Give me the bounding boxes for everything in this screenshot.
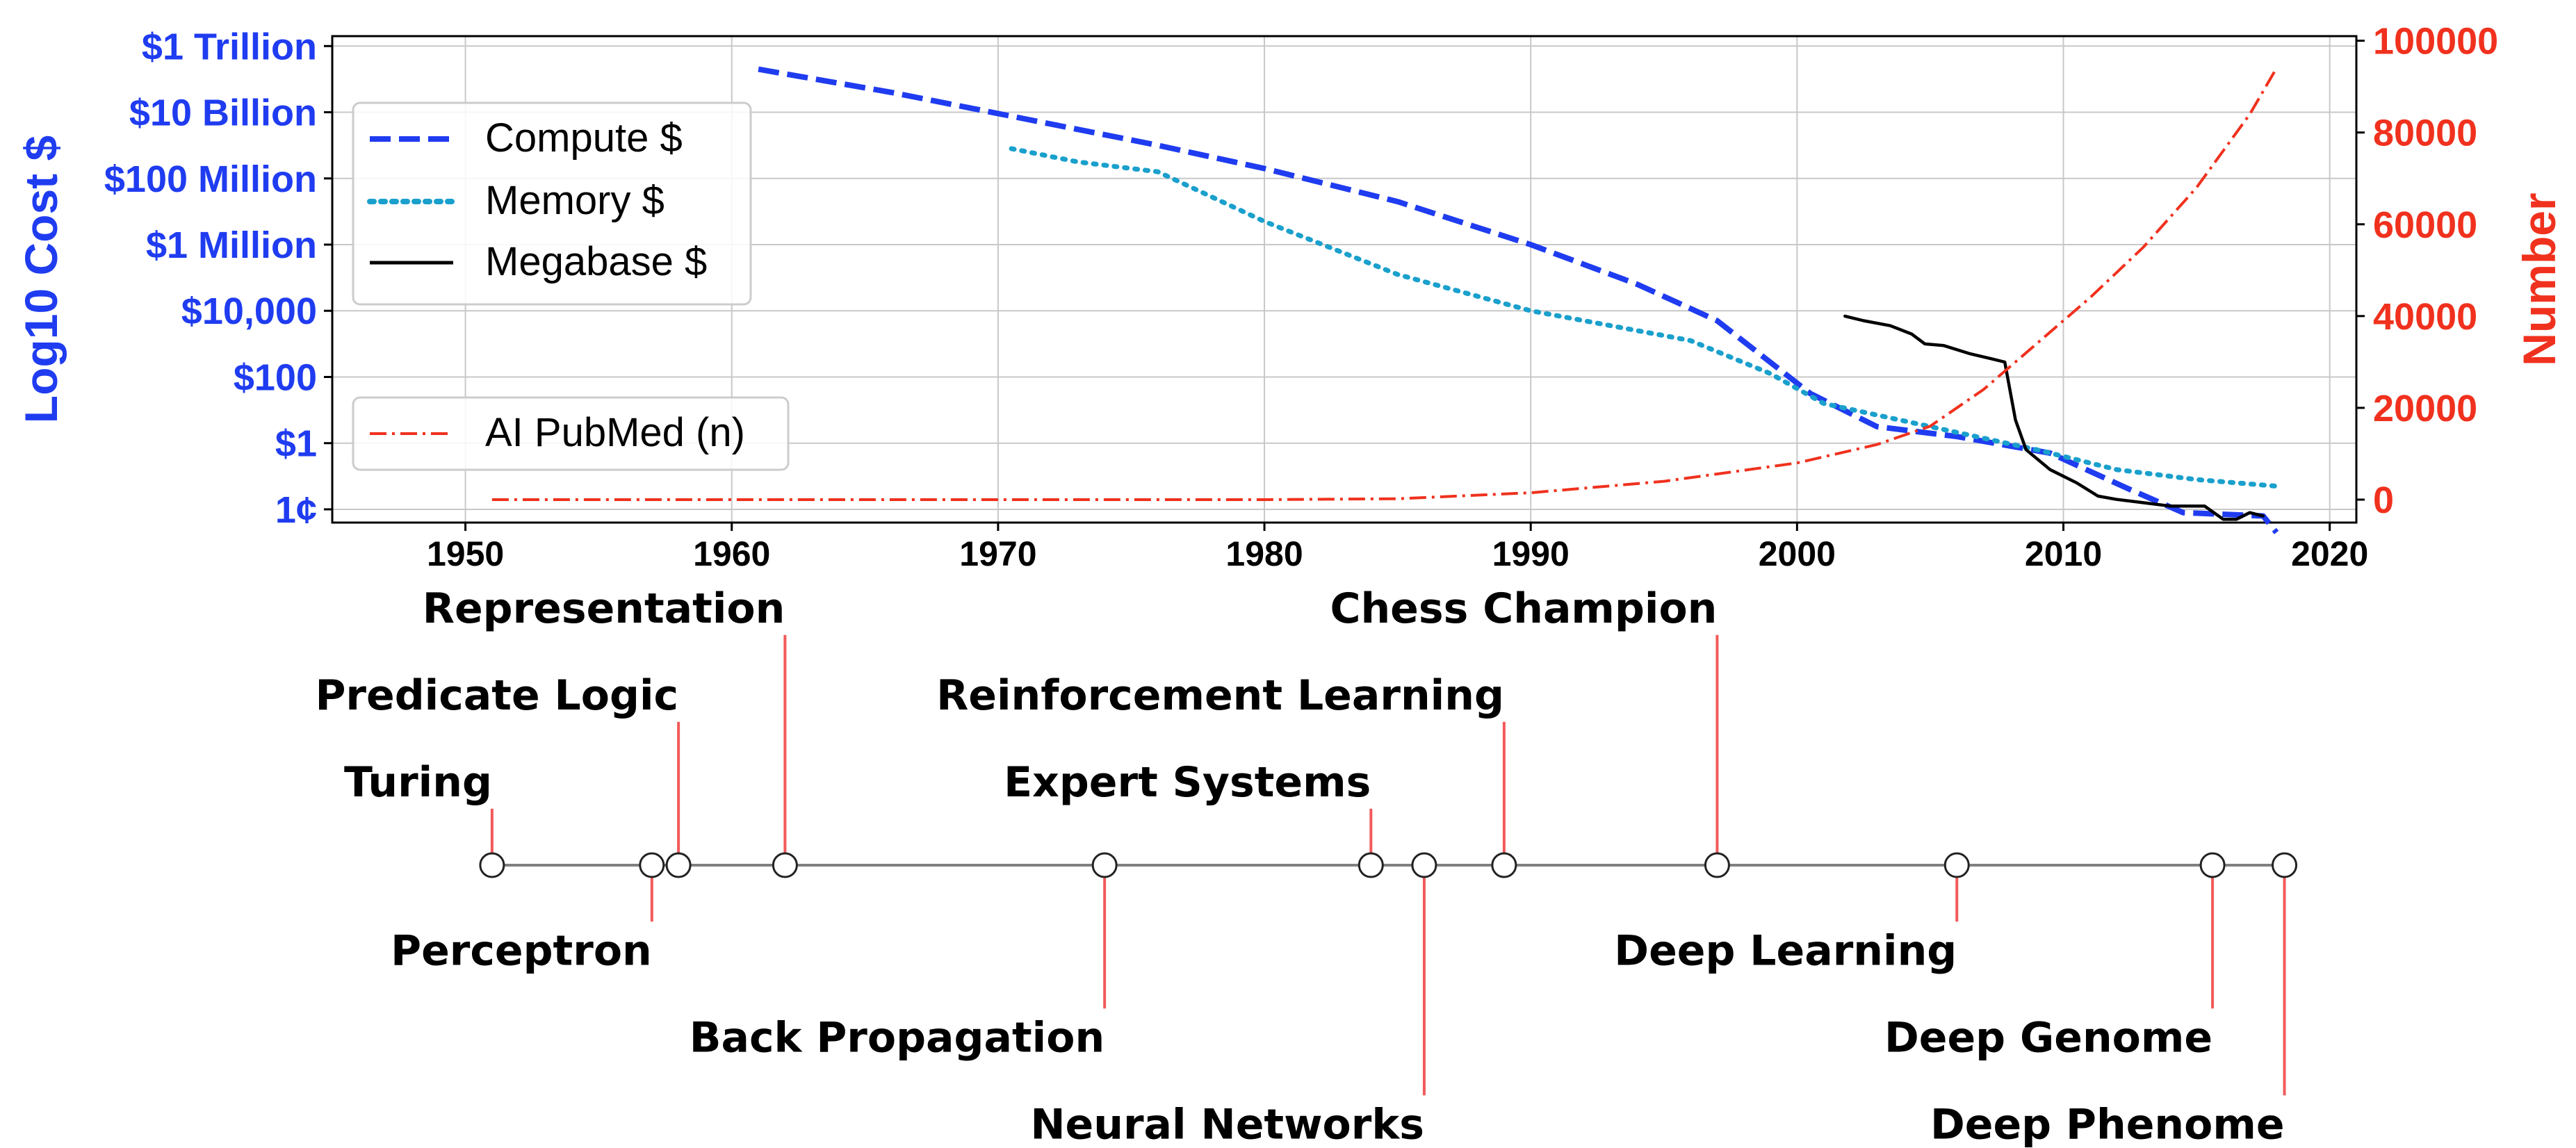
series-layer: [491, 66, 2279, 534]
y-tick-label: 1¢: [275, 489, 317, 531]
timeline-event-label: Neural Networks: [1030, 1100, 1424, 1148]
legend-pubmed: AI PubMed (n): [352, 396, 790, 471]
legend-pubmed-box: [352, 396, 790, 471]
y2-tick-label: 60000: [2373, 204, 2477, 246]
legend-pubmed-label: AI PubMed (n): [485, 410, 745, 455]
y2-tick-label: 20000: [2373, 388, 2477, 429]
y-tick-label: $1 Million: [146, 224, 317, 266]
timeline-marker: [1943, 852, 1970, 878]
y2-tick-label: 40000: [2373, 296, 2477, 338]
legend-cost-box: [352, 101, 752, 306]
x-tick-label: 2010: [2025, 534, 2102, 573]
y-tick-label: $10 Billion: [129, 92, 317, 134]
timeline-event-label: Deep Learning: [1614, 926, 1957, 975]
y-axis-title: Log10 Cost $: [15, 136, 67, 423]
series-ai-pubmed-n-line: [491, 67, 2278, 501]
timeline-marker: [1091, 852, 1118, 878]
timeline-marker: [1358, 852, 1384, 878]
timeline: Turing Perceptron Predicate Logic Represent…: [315, 584, 2298, 1148]
y-tick-label: $1 Trillion: [142, 26, 317, 67]
timeline-event-label: Reinforcement Learning: [936, 671, 1504, 720]
timeline-event-label: Deep Phenome: [1930, 1100, 2285, 1148]
plot-frame: [331, 35, 2358, 524]
timeline-marker: [1704, 852, 1730, 878]
timeline-event-label: Expert Systems: [1004, 758, 1371, 807]
y2-tick-label: 80000: [2373, 113, 2477, 154]
timeline-event-label: Back Propagation: [690, 1013, 1104, 1062]
timeline-event-label: Representation: [423, 584, 785, 633]
timeline-event-label: Deep Genome: [1884, 1013, 2212, 1062]
x-tick-label: 1990: [1492, 534, 1570, 573]
y2-tick-label: 100000: [2373, 21, 2498, 63]
y2-axis-title: Number: [2513, 192, 2565, 366]
timeline-marker: [1491, 852, 1517, 878]
y-tick-label: $100: [234, 356, 317, 398]
y-tick-label: $1: [275, 423, 317, 465]
timeline-marker: [639, 852, 665, 878]
timeline-event-label: Predicate Logic: [315, 671, 678, 720]
x-tick-label: 1960: [693, 534, 770, 573]
legend-megabase-label: Megabase $: [485, 239, 707, 284]
x-tick-label: 2020: [2291, 534, 2368, 573]
timeline-marker: [772, 852, 798, 878]
y2-tick-label: 0: [2373, 479, 2394, 521]
x-tick-label: 2000: [1759, 534, 1836, 573]
y-tick-label: $10,000: [181, 290, 317, 332]
series-megabase-line: [1843, 314, 2265, 521]
x-tick-label: 1980: [1225, 534, 1303, 573]
x-tick-label: 1950: [427, 534, 504, 573]
legend-compute-label: Compute $: [485, 115, 683, 161]
timeline-marker: [479, 852, 505, 878]
timeline-marker: [2199, 852, 2226, 878]
legend-memory-label: Memory $: [485, 178, 665, 223]
y-tick-label: $100 Million: [104, 158, 317, 200]
timeline-event-label: Perceptron: [391, 926, 652, 975]
timeline-marker: [665, 852, 692, 878]
timeline-event-label: Turing: [344, 758, 492, 807]
timeline-marker: [2272, 852, 2298, 878]
tick-layer: 1950 1960 1970 1980 1990 2000 2010 2020 1¢ $1 $100…: [104, 21, 2498, 573]
series-compute-line: [758, 66, 2279, 534]
series-memory-line: [1009, 146, 2279, 489]
x-tick-label: 1970: [959, 534, 1036, 573]
timeline-marker: [1411, 852, 1437, 878]
timeline-event-label: Chess Champion: [1330, 584, 1717, 633]
legend-cost: Compute $ Memory $ Megabase $: [352, 101, 752, 306]
